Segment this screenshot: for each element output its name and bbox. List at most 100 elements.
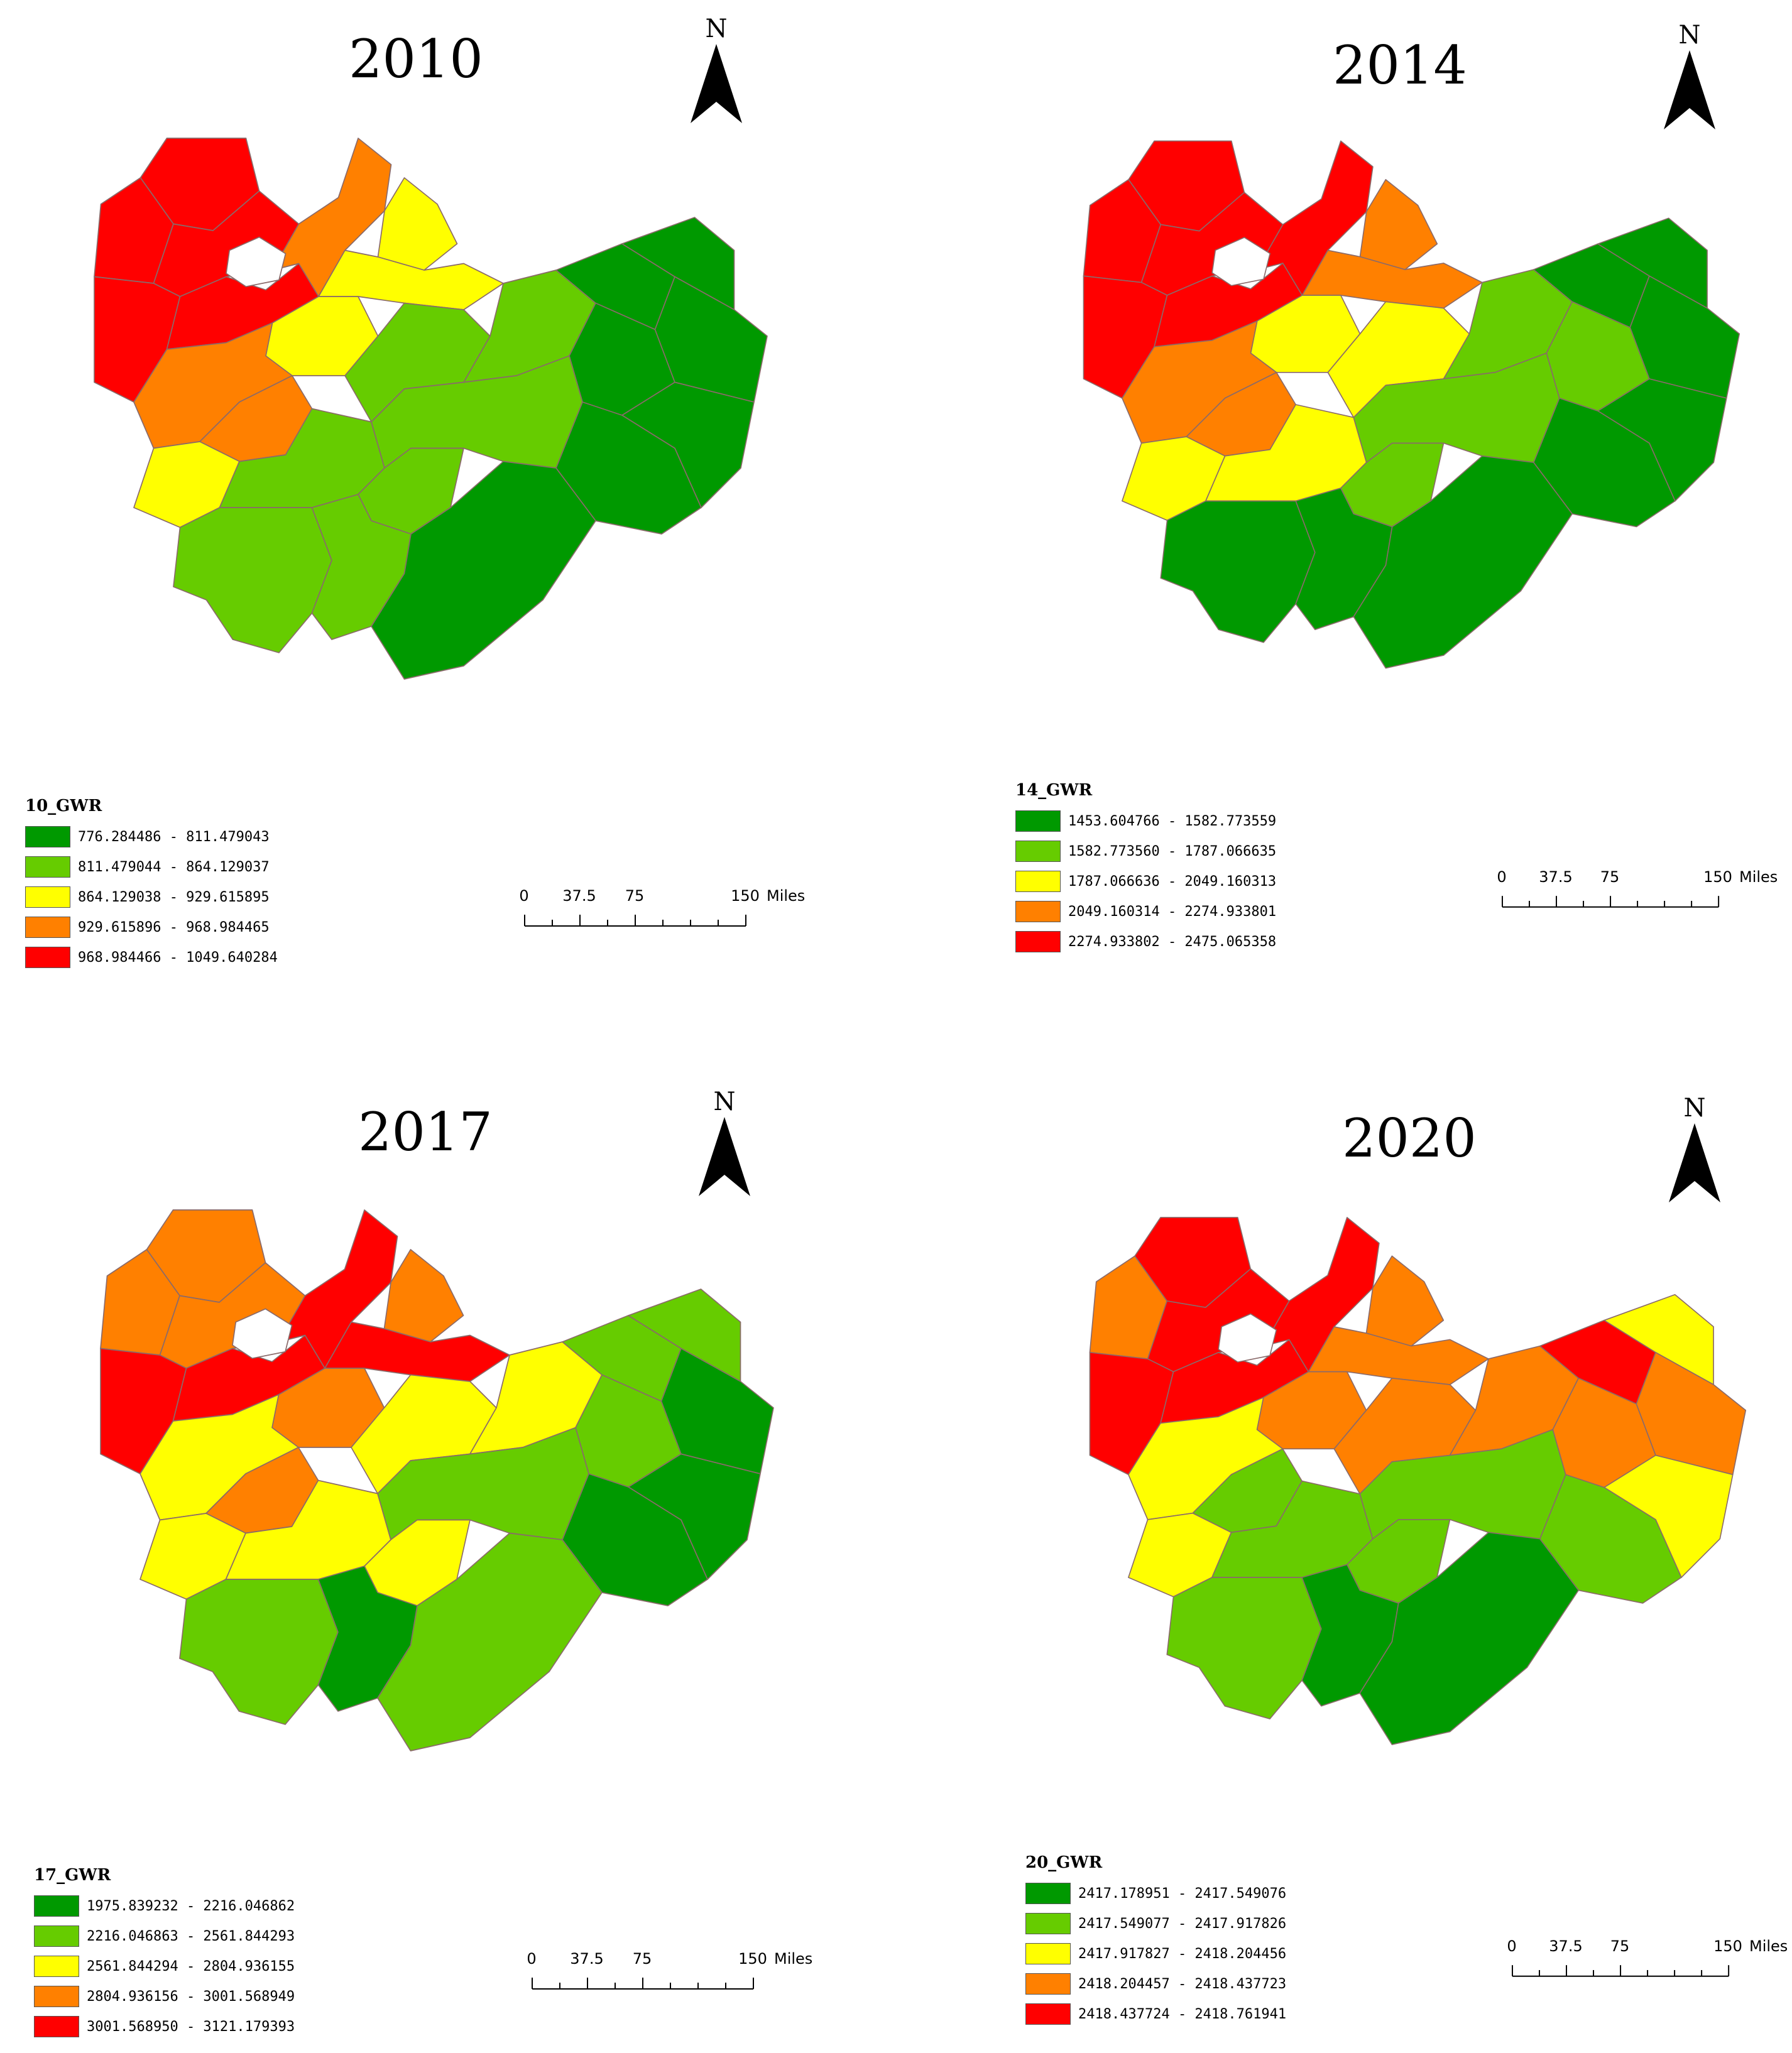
- legend-swatch: [1015, 810, 1061, 832]
- legend-label: 968.984466 - 1049.640284: [78, 949, 278, 966]
- north-arrow: N: [1655, 23, 1724, 129]
- legend-item: 2274.933802 - 2475.065358: [1015, 927, 1276, 957]
- legend-label: 2418.437724 - 2418.761941: [1078, 2006, 1287, 2022]
- map-region-r06: [1262, 1217, 1380, 1373]
- legend-item: 2216.046863 - 2561.844293: [34, 1921, 295, 1951]
- legend-label: 864.129038 - 929.615895: [78, 889, 270, 905]
- map-region-r06: [1256, 140, 1374, 296]
- map-region-r24: [179, 1579, 339, 1725]
- scale-tick-label: 37.5: [1549, 1937, 1583, 1955]
- legend-item: 2561.844294 - 2804.936155: [34, 1951, 295, 1981]
- legend-swatch: [1015, 841, 1061, 862]
- legend-label: 2417.178951 - 2417.549076: [1078, 1885, 1287, 1902]
- scale-bar: 0 37.5 75 150 Miles: [519, 887, 805, 944]
- choropleth-map: [94, 138, 768, 680]
- scale-bar: 0 37.5 75 150 Miles: [1507, 1937, 1788, 1994]
- scale-tick-label: 75: [1600, 868, 1620, 886]
- legend-swatch: [34, 1895, 79, 1917]
- legend-label: 3001.568950 - 3121.179393: [87, 2018, 295, 2035]
- choropleth-map: [1083, 140, 1740, 669]
- scale-bar-graphic: [1502, 896, 1720, 908]
- map-region-r18: [1604, 1293, 1714, 1385]
- legend-title: 14_GWR: [1015, 781, 1093, 800]
- legend-label: 1975.839232 - 2216.046862: [87, 1898, 295, 1914]
- legend-item: 2418.437724 - 2418.761941: [1025, 1999, 1286, 2029]
- scale-tick-label: 150: [731, 887, 760, 905]
- north-label: N: [713, 1087, 736, 1116]
- legend-label: 1582.773560 - 1787.066635: [1068, 843, 1277, 859]
- scale-tick-label: 37.5: [562, 887, 596, 905]
- legend-swatch: [1025, 1883, 1071, 1904]
- legend-swatch: [25, 856, 70, 878]
- north-arrow: N: [682, 16, 751, 123]
- map-region-r24: [173, 507, 332, 653]
- panel-year-title: 2010: [349, 28, 483, 90]
- map-panel-2020: 2020 N 20_GWR 2417.178951 - 2417.549076 …: [896, 1026, 1792, 2053]
- map-hole-unmapped: [1218, 1313, 1277, 1363]
- legend: 10_GWR 776.284486 - 811.479043 811.47904…: [25, 797, 278, 972]
- scale-tick-label: 150: [738, 1950, 767, 1968]
- legend-swatch: [34, 1986, 79, 2007]
- legend-swatch: [1025, 2003, 1071, 2025]
- legend-swatch: [1015, 901, 1061, 922]
- legend: 14_GWR 1453.604766 - 1582.773559 1582.77…: [1015, 781, 1276, 957]
- map-region-r26: [1359, 1532, 1580, 1745]
- map-region-r24: [1166, 1577, 1322, 1719]
- map-region-r26: [1353, 455, 1573, 669]
- north-arrow: N: [690, 1089, 759, 1196]
- legend-item: 1582.773560 - 1787.066635: [1015, 836, 1276, 866]
- legend-label: 2274.933802 - 2475.065358: [1068, 934, 1277, 950]
- map-region-r18: [621, 217, 735, 310]
- legend-label: 2418.204457 - 2418.437723: [1078, 1976, 1287, 1992]
- legend-item: 811.479044 - 864.129037: [25, 852, 278, 882]
- scale-tick-label: 75: [1610, 1937, 1630, 1955]
- scale-unit-label: Miles: [1739, 868, 1778, 886]
- north-label: N: [1683, 1094, 1706, 1123]
- legend-label: 776.284486 - 811.479043: [78, 829, 270, 845]
- legend-label: 1787.066636 - 2049.160313: [1068, 873, 1277, 890]
- legend-label: 2804.936156 - 3001.568949: [87, 1988, 295, 2005]
- panel-year-title: 2014: [1333, 35, 1467, 96]
- legend-item: 2417.178951 - 2417.549076: [1025, 1878, 1286, 1909]
- legend-swatch: [34, 1956, 79, 1977]
- legend-label: 2417.549077 - 2417.917826: [1078, 1915, 1287, 1932]
- legend-label: 811.479044 - 864.129037: [78, 859, 270, 875]
- legend-item: 1787.066636 - 2049.160313: [1015, 866, 1276, 896]
- panel-year-title: 2020: [1342, 1108, 1477, 1169]
- legend-item: 1975.839232 - 2216.046862: [34, 1891, 295, 1921]
- choropleth-map: [100, 1209, 774, 1751]
- legend-swatch: [34, 2016, 79, 2037]
- scale-tick-label: 37.5: [1539, 868, 1573, 886]
- scale-tick-label: 150: [1703, 868, 1732, 886]
- panel-year-title: 2017: [358, 1101, 493, 1163]
- legend-swatch: [1015, 871, 1061, 892]
- legend-item: 776.284486 - 811.479043: [25, 822, 278, 852]
- legend-label: 2216.046863 - 2561.844293: [87, 1928, 295, 1944]
- legend-label: 1453.604766 - 1582.773559: [1068, 813, 1277, 829]
- map-panel-2010: 2010 N 10_GWR 776.284486 - 811.479043 81…: [0, 0, 896, 1026]
- north-label: N: [705, 14, 728, 43]
- legend-item: 864.129038 - 929.615895: [25, 882, 278, 912]
- map-panel-2014: 2014 N 14_GWR 1453.604766 - 1582.773559 …: [896, 0, 1792, 1026]
- scale-unit-label: Miles: [1749, 1937, 1788, 1955]
- scale-tick-label: 0: [1507, 1937, 1517, 1955]
- legend-item: 1453.604766 - 1582.773559: [1015, 806, 1276, 836]
- scale-bar-graphic: [524, 915, 746, 927]
- map-region-r07: [1359, 179, 1438, 270]
- legend-swatch: [25, 886, 70, 908]
- legend-label: 2049.160314 - 2274.933801: [1068, 903, 1277, 920]
- legend-label: 929.615896 - 968.984465: [78, 919, 270, 935]
- legend-swatch: [34, 1925, 79, 1947]
- legend-title: 17_GWR: [34, 1866, 111, 1885]
- scale-unit-label: Miles: [767, 887, 806, 905]
- map-panel-2017: 2017 N 17_GWR 1975.839232 - 2216.046862 …: [0, 1026, 896, 2053]
- legend-label: 2417.917827 - 2418.204456: [1078, 1946, 1287, 1962]
- north-arrow-icon: [699, 1117, 750, 1196]
- map-region-r24: [1160, 500, 1316, 643]
- scale-tick-label: 150: [1713, 1937, 1742, 1955]
- map-hole-unmapped: [1211, 237, 1271, 286]
- scale-tick-label: 0: [519, 887, 529, 905]
- map-region-r18: [1597, 217, 1708, 309]
- north-arrow: N: [1660, 1096, 1729, 1202]
- legend-item: 2804.936156 - 3001.568949: [34, 1981, 295, 2012]
